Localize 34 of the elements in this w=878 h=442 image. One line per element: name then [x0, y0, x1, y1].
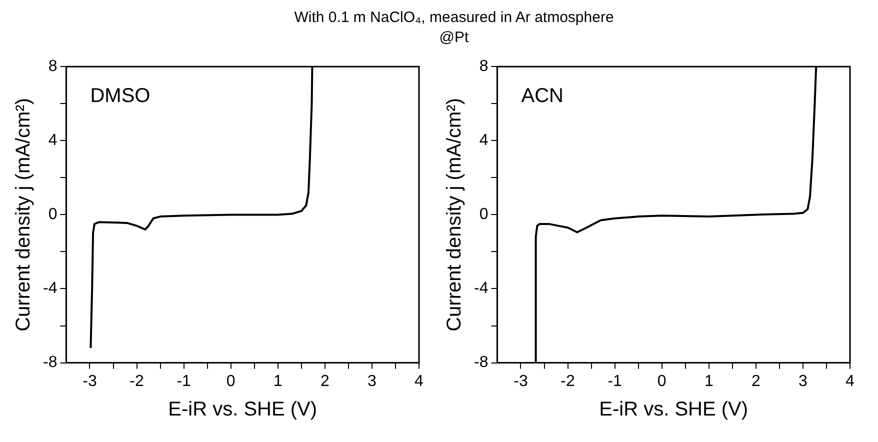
- x-tick-label: 1: [273, 372, 282, 390]
- y-tick-label: 4: [479, 132, 488, 150]
- x-tick-label: 4: [414, 372, 424, 390]
- x-tick-label: -2: [560, 372, 575, 390]
- x-tick-label: -3: [514, 372, 528, 390]
- x-axis-title: E-iR vs. SHE (V): [168, 398, 318, 421]
- x-tick-label: 2: [320, 372, 330, 390]
- x-tick-label: -1: [608, 372, 622, 390]
- y-tick-label: -8: [474, 354, 488, 372]
- x-tick-label: 4: [846, 372, 855, 390]
- text: @Pt: [439, 29, 469, 46]
- annotation: DMSO: [90, 85, 150, 108]
- y-tick-label: 8: [48, 58, 58, 76]
- x-tick-label: 0: [226, 372, 236, 390]
- x-tick-label: 1: [704, 372, 714, 390]
- x-tick-label: 3: [798, 372, 808, 390]
- y-axis-title: Current density j (mA/cm²): [444, 98, 466, 332]
- x-tick-label: 3: [368, 372, 377, 390]
- y-tick-label: 0: [48, 206, 58, 224]
- y-tick-label: -8: [42, 354, 58, 372]
- x-tick-label: -3: [82, 372, 97, 390]
- y-tick-label: 0: [479, 206, 488, 224]
- text: With 0.1 m NaClO₄, measured in Ar atmosphere: [294, 9, 614, 26]
- x-tick-label: -2: [130, 372, 144, 390]
- x-tick-label: -1: [176, 372, 192, 390]
- x-axis-title: E-iR vs. SHE (V): [599, 398, 748, 421]
- x-tick-label: 2: [751, 372, 760, 390]
- y-tick-label: -4: [474, 280, 488, 298]
- y-axis-title: Current density j (mA/cm²): [12, 98, 35, 332]
- x-tick-label: 0: [657, 372, 666, 390]
- y-tick-label: -4: [42, 280, 58, 298]
- y-tick-label: 8: [479, 58, 488, 76]
- y-tick-label: 4: [48, 132, 58, 150]
- annotation: ACN: [521, 85, 564, 108]
